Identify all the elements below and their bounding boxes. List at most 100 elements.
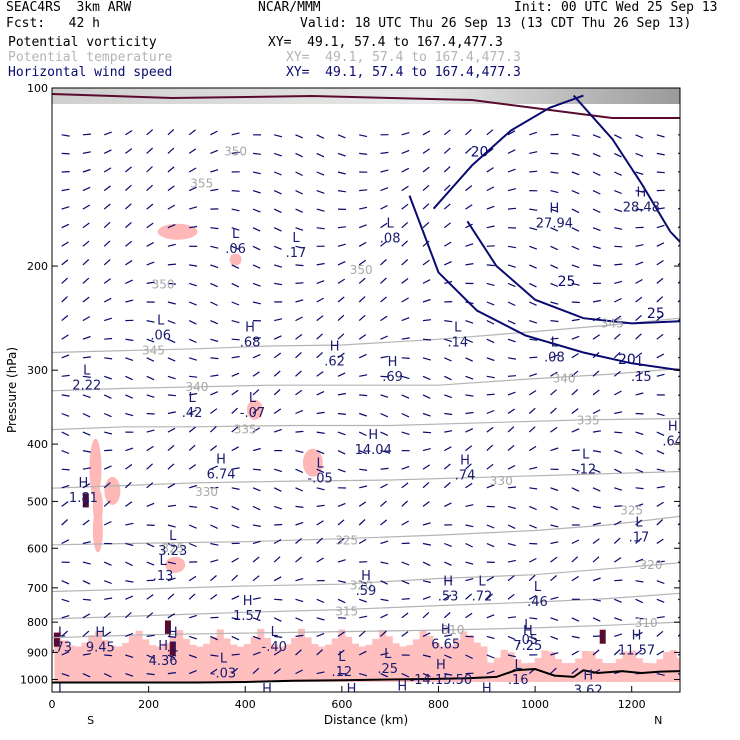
- wind-vector: [82, 240, 90, 247]
- pv-extremum-value: 6.74: [207, 467, 236, 482]
- wind-vector: [358, 630, 366, 637]
- pv-extremum-value: .42: [182, 406, 203, 421]
- y-tick-label: 100: [27, 82, 48, 95]
- wind-vector: [274, 523, 283, 526]
- wind-vector: [274, 635, 283, 638]
- wind-vector: [465, 578, 474, 582]
- wind-vector: [592, 409, 601, 415]
- wind-vector: [507, 207, 517, 210]
- pv-shade-column: [237, 646, 245, 683]
- pv-extremum-kind: L: [635, 516, 643, 531]
- header-valid: Valid: 18 UTC Thu 26 Sep 13 (13 CDT Thu …: [300, 16, 692, 31]
- wind-vector: [550, 652, 559, 656]
- pv-extremum-kind: H: [79, 476, 89, 491]
- wind-vector: [210, 282, 218, 288]
- pv-extremum-kind: L: [387, 217, 395, 232]
- terrain-line: [52, 667, 680, 684]
- pv-extremum-value: 9.45: [86, 641, 115, 656]
- wind-vector: [273, 556, 281, 563]
- wind-vector: [124, 611, 132, 619]
- wind-vector: [252, 354, 261, 359]
- pv-shade-column: [101, 639, 109, 683]
- pv-shade-column: [439, 646, 447, 683]
- wind-vector: [528, 390, 537, 396]
- wind-vector: [167, 147, 175, 154]
- wind-vector: [295, 669, 303, 675]
- pv-shade-column: [176, 630, 184, 683]
- pv-shade-column: [189, 644, 197, 683]
- wind-vector: [337, 261, 346, 266]
- x-tick-label: 400: [235, 698, 256, 711]
- wind-vector: [444, 394, 453, 399]
- pv-extremum-kind: H: [361, 569, 371, 584]
- wind-vector: [210, 668, 218, 675]
- pv-extremum-kind: H: [583, 668, 593, 683]
- wind-vector: [507, 616, 517, 619]
- wind-vector: [337, 468, 346, 473]
- wind-vector: [188, 129, 196, 136]
- wind-vector: [422, 673, 431, 678]
- pv-shade-column: [372, 638, 380, 683]
- wind-vector: [444, 634, 453, 637]
- wind-vector: [380, 561, 389, 565]
- wind-vector: [167, 185, 175, 192]
- pv-shade-column: [81, 642, 89, 683]
- wind-vector: [465, 524, 474, 528]
- wind-vector: [656, 468, 665, 472]
- wind-vector: [61, 223, 70, 229]
- wind-vector: [189, 393, 198, 396]
- pv-shade-column: [554, 659, 562, 683]
- wind-vector: [486, 357, 495, 362]
- wind-vector: [103, 482, 111, 489]
- wind-vector: [273, 352, 282, 359]
- wind-vector: [613, 370, 621, 377]
- wind-vector: [337, 243, 346, 247]
- pv-extremum-kind: H: [95, 626, 105, 641]
- wind-vector: [188, 167, 197, 173]
- pv-shade-column: [169, 636, 177, 683]
- wind-vector: [316, 450, 325, 455]
- wind-vector: [273, 190, 282, 195]
- wind-vector: [167, 635, 176, 638]
- wind-vector: [529, 635, 537, 641]
- pv-extremum-value: .73: [51, 641, 72, 656]
- wind-vector: [635, 296, 643, 303]
- wind-vector: [167, 263, 176, 266]
- wind-vector: [550, 389, 557, 396]
- wind-vector: [465, 301, 474, 305]
- pv-extremum-value: -.40: [262, 640, 287, 655]
- wind-vector: [316, 411, 325, 415]
- wind-vector: [465, 204, 473, 210]
- wind-vector: [529, 245, 538, 250]
- pv-extremum-kind: H: [668, 419, 678, 434]
- pv-shade-column: [521, 663, 529, 683]
- wind-vector: [486, 205, 495, 210]
- wind-vector: [146, 394, 155, 398]
- wind-vector: [125, 240, 133, 247]
- wind-vector: [635, 190, 644, 193]
- wind-vector: [316, 391, 325, 396]
- wind-vector: [146, 261, 155, 266]
- pv-shade-column: [507, 652, 515, 683]
- wind-vector: [125, 279, 133, 284]
- wind-vector: [507, 524, 516, 529]
- pv-extremum-kind: H: [523, 624, 533, 639]
- pv-extremum-value: .25: [377, 662, 398, 677]
- wind-vector: [486, 186, 495, 192]
- wind-vector: [614, 617, 623, 621]
- wind-speed-contour: [572, 94, 680, 243]
- wind-vector: [422, 522, 431, 526]
- theta-contour-label: 320: [350, 579, 373, 593]
- wind-vector: [465, 561, 474, 565]
- wind-vector: [359, 412, 367, 417]
- wind-vector: [316, 557, 324, 563]
- wind-vector: [125, 522, 134, 526]
- wind-vector: [252, 617, 261, 622]
- wind-vector: [592, 649, 600, 656]
- wind-vector: [422, 542, 432, 546]
- pv-extremum-value: 1.81: [69, 491, 98, 506]
- wind-vector: [358, 334, 367, 340]
- wind-vector: [443, 147, 451, 154]
- wind-vector: [613, 351, 621, 359]
